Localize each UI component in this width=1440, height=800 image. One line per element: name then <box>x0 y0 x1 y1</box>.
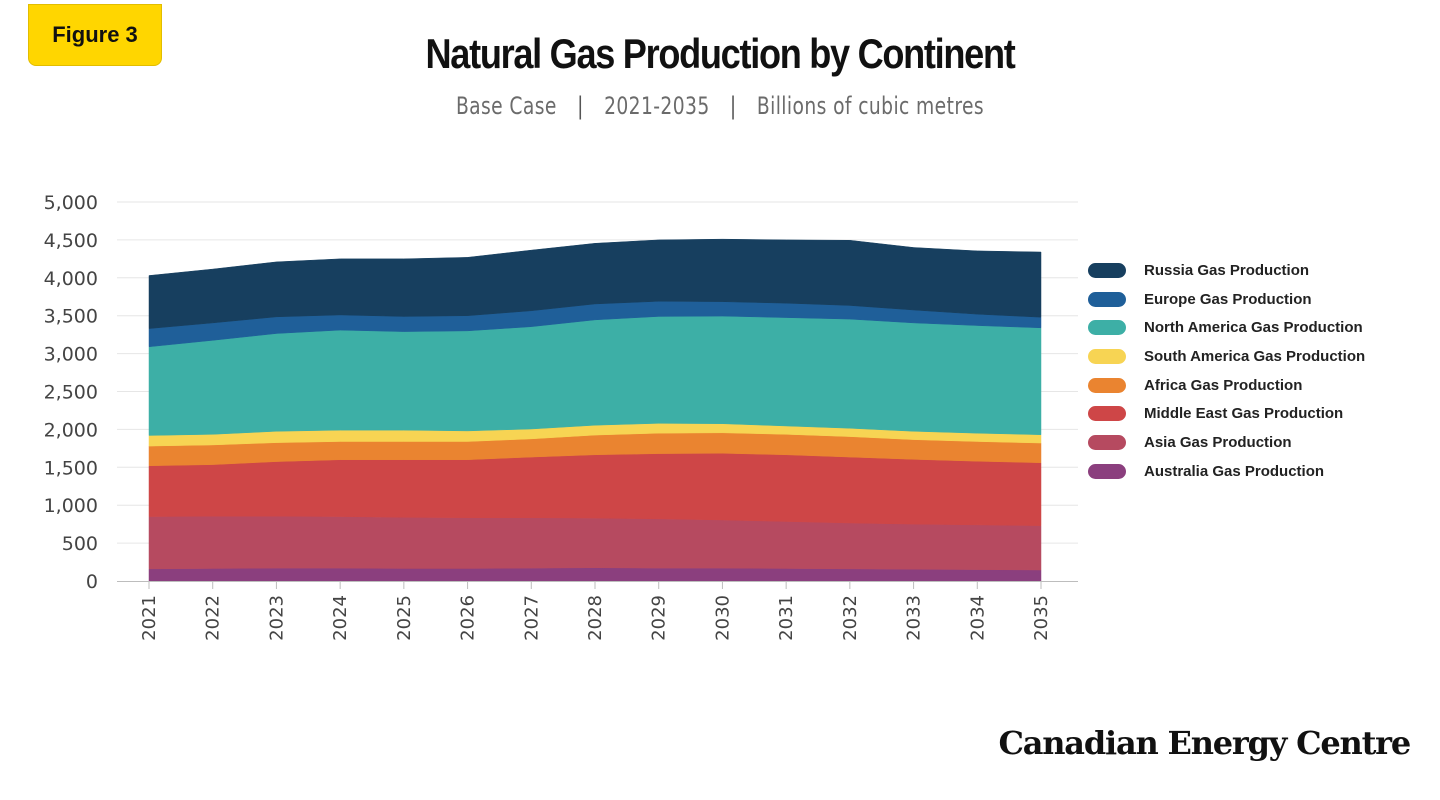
x-tick-label: 2033 <box>904 595 925 641</box>
y-tick-label: 5,000 <box>44 192 98 214</box>
subtitle-years: 2021-2035 <box>604 92 710 120</box>
legend-swatch <box>1088 377 1126 393</box>
legend-item: Australia Gas Production <box>1088 457 1408 486</box>
figure-badge: Figure 3 <box>28 4 162 66</box>
x-tick-label: 2028 <box>585 595 606 641</box>
legend-label: Europe Gas Production <box>1144 290 1312 308</box>
y-tick-label: 500 <box>62 533 98 555</box>
x-tick-label: 2027 <box>521 595 542 641</box>
subtitle-separator: | <box>577 92 584 120</box>
legend-item: Russia Gas Production <box>1088 256 1408 285</box>
legend-label: Africa Gas Production <box>1144 376 1303 394</box>
area-australia-gas-production <box>148 567 1042 582</box>
figure-badge-label: Figure 3 <box>52 22 138 47</box>
x-tick-label: 2022 <box>203 595 224 641</box>
legend-swatch <box>1088 406 1126 422</box>
subtitle-separator: | <box>729 92 737 120</box>
legend-item: South America Gas Production <box>1088 342 1408 371</box>
area-north-america-gas-production <box>148 315 1042 436</box>
y-tick-label: 2,000 <box>44 419 98 441</box>
legend-swatch <box>1088 291 1126 307</box>
legend-item: Asia Gas Production <box>1088 428 1408 457</box>
area-russia-gas-production <box>148 238 1042 329</box>
legend-swatch <box>1088 320 1126 336</box>
x-tick-label: 2021 <box>139 595 160 641</box>
y-tick-label: 1,000 <box>44 495 98 517</box>
y-tick-label: 2,500 <box>44 382 98 404</box>
x-tick-label: 2035 <box>1031 595 1052 641</box>
subtitle-units: Billions of cubic metres <box>756 92 985 120</box>
x-tick-label: 2023 <box>266 595 287 641</box>
legend-swatch <box>1088 348 1126 364</box>
x-tick-label: 2029 <box>649 595 670 641</box>
legend-label: Australia Gas Production <box>1144 462 1325 480</box>
legend-swatch <box>1088 434 1126 450</box>
legend-item: Africa Gas Production <box>1088 371 1408 400</box>
chart-subtitle: Base Case | 2021-2035 | Billions of cubic me… <box>158 92 1281 120</box>
brand-logo-text: Canadian Energy Centre <box>998 724 1411 762</box>
x-tick-label: 2030 <box>712 595 733 641</box>
x-tick-label: 2024 <box>330 595 351 641</box>
x-tick-label: 2032 <box>840 595 861 641</box>
legend-label: Russia Gas Production <box>1144 261 1310 279</box>
y-tick-label: 0 <box>86 571 98 593</box>
subtitle-case: Base Case <box>455 92 557 120</box>
legend-label: North America Gas Production <box>1144 319 1363 337</box>
legend-label: Asia Gas Production <box>1144 433 1292 451</box>
y-tick-label: 3,500 <box>44 306 98 328</box>
y-tick-label: 1,500 <box>44 457 98 479</box>
x-tick-label: 2026 <box>458 595 479 641</box>
x-tick-label: 2025 <box>394 595 415 641</box>
legend-label: South America Gas Production <box>1144 347 1366 365</box>
legend-label: Middle East Gas Production <box>1144 405 1344 423</box>
chart-legend: Russia Gas Production Europe Gas Producti… <box>1088 256 1408 486</box>
area-middle-east-gas-production <box>148 453 1042 526</box>
axes: 0 500 1,000 1,500 2,000 2,500 3,000 3,500 4,000 4… <box>44 192 1078 641</box>
legend-swatch <box>1088 262 1126 278</box>
chart-title: Natural Gas Production by Continent <box>425 30 1015 77</box>
y-tick-label: 4,500 <box>44 230 98 252</box>
legend-item: Europe Gas Production <box>1088 285 1408 314</box>
legend-item: Middle East Gas Production <box>1088 399 1408 428</box>
area-series-group <box>148 238 1042 582</box>
x-tick-label: 2034 <box>967 595 988 641</box>
y-tick-label: 3,000 <box>44 344 98 366</box>
legend-item: North America Gas Production <box>1088 313 1408 342</box>
x-tick-label: 2031 <box>776 595 797 641</box>
legend-swatch <box>1088 463 1126 479</box>
y-tick-label: 4,000 <box>44 268 98 290</box>
